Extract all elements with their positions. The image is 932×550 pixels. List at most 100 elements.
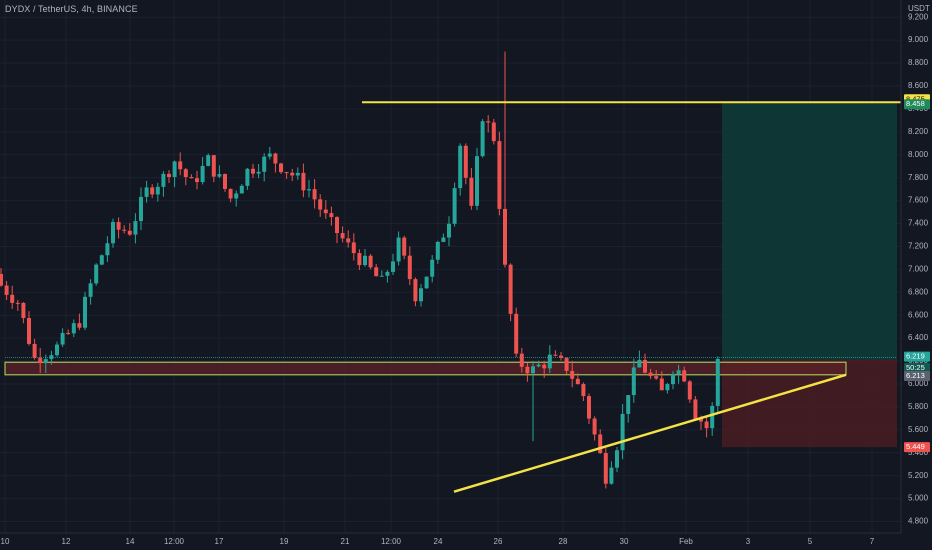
time-axis-label: 19 (280, 537, 289, 546)
candle-body (116, 221, 121, 230)
candle-body (587, 396, 591, 419)
candle-body (329, 213, 334, 218)
price-axis-label: 7.000 (908, 264, 929, 273)
candle-body (351, 242, 356, 254)
candle-body (430, 259, 435, 277)
candle-body (693, 399, 698, 419)
candle-body (21, 302, 26, 319)
time-axis-label: 12 (62, 537, 71, 546)
candle-body (256, 171, 261, 174)
candle-body (497, 141, 502, 209)
candle-body (251, 168, 255, 174)
candle-body (391, 261, 395, 272)
time-axis-label: 24 (434, 537, 443, 546)
price-axis-label: 5.200 (908, 471, 929, 480)
candle-body (671, 373, 675, 385)
candle-body (547, 354, 552, 369)
candle-body (396, 237, 401, 262)
candle-body (150, 187, 155, 195)
candle-body (419, 288, 423, 302)
candle-body (10, 294, 15, 303)
candle-body (687, 381, 692, 400)
candle-body (88, 283, 93, 297)
candle-body (424, 276, 429, 289)
time-axis-label: 5 (808, 537, 813, 546)
candle-body (704, 421, 709, 429)
support-zone-box (4, 361, 847, 376)
candle-body (475, 156, 479, 206)
price-axis-label: 9.000 (908, 35, 929, 44)
price-axis-label: 4.800 (908, 517, 929, 526)
candle-body (609, 467, 614, 484)
candle-body (161, 173, 166, 187)
price-axis-label: 8.200 (908, 127, 929, 136)
candle-body (55, 344, 59, 356)
price-axis-label: 6.800 (908, 287, 929, 296)
candle-body (441, 237, 446, 242)
candle-body (279, 163, 283, 173)
candle-body (284, 172, 289, 174)
candle-body (38, 357, 43, 364)
price-axis-label: 5.400 (908, 448, 929, 457)
candle-body (133, 221, 138, 235)
candle-body (139, 196, 143, 222)
candle-body (189, 177, 194, 179)
candle-body (273, 153, 278, 164)
time-axis-label: 3 (746, 537, 751, 546)
entry-price-badge-bg (904, 370, 930, 381)
time-axis-label: 10 (1, 537, 10, 546)
candle-body (676, 370, 681, 374)
last-price-badge: 6.219 (906, 352, 925, 361)
candle-body (32, 343, 37, 358)
candle-body (491, 122, 496, 142)
candle-body (603, 453, 608, 484)
candle-body (631, 367, 636, 396)
candle-body (542, 364, 547, 369)
candle-body (111, 221, 115, 244)
candle-body (155, 186, 160, 195)
price-axis-label: 8.000 (908, 150, 929, 159)
candle-body (267, 153, 272, 157)
candle-body (648, 372, 653, 377)
candle-body (167, 173, 171, 177)
profit-zone (722, 102, 897, 360)
candle-body (318, 199, 323, 210)
candle-body (536, 364, 541, 367)
ascending-trendline (453, 373, 847, 493)
candle-body (699, 418, 703, 422)
candle-body (223, 174, 227, 189)
risk-reward-badge-bg (904, 362, 930, 373)
candle-body (620, 413, 625, 451)
time-axis-label: 26 (494, 537, 503, 546)
candle-body (598, 434, 603, 454)
time-axis-label: 14 (126, 537, 135, 546)
last-price-badge-bg (904, 351, 930, 362)
candle-body (83, 296, 87, 328)
candle-body (217, 174, 222, 177)
candle-body (66, 332, 71, 334)
price-axis-label: 6.000 (908, 379, 929, 388)
candle-body (570, 370, 575, 379)
candle-body (715, 358, 720, 406)
time-axis-label: 28 (559, 537, 568, 546)
candle-body (4, 285, 9, 295)
time-axis-label: 12:00 (381, 537, 402, 546)
candle-body (301, 172, 306, 191)
price-axis-label: 7.200 (908, 242, 929, 251)
candle-body (144, 187, 149, 197)
resistance-badge-bg (904, 99, 930, 110)
price-axis-label: 8.600 (908, 81, 929, 90)
high-price-badge: 8.475 (906, 94, 925, 103)
candle-body (368, 255, 373, 268)
candle-body (346, 238, 351, 243)
candle-body (77, 323, 82, 328)
price-axis-label: 6.600 (908, 310, 929, 319)
candle-body (99, 255, 104, 265)
candle-body (463, 145, 468, 178)
candle-body (183, 169, 188, 178)
time-axis-label: Feb (679, 537, 693, 546)
candle-body (239, 185, 244, 194)
candle-body (307, 189, 311, 191)
